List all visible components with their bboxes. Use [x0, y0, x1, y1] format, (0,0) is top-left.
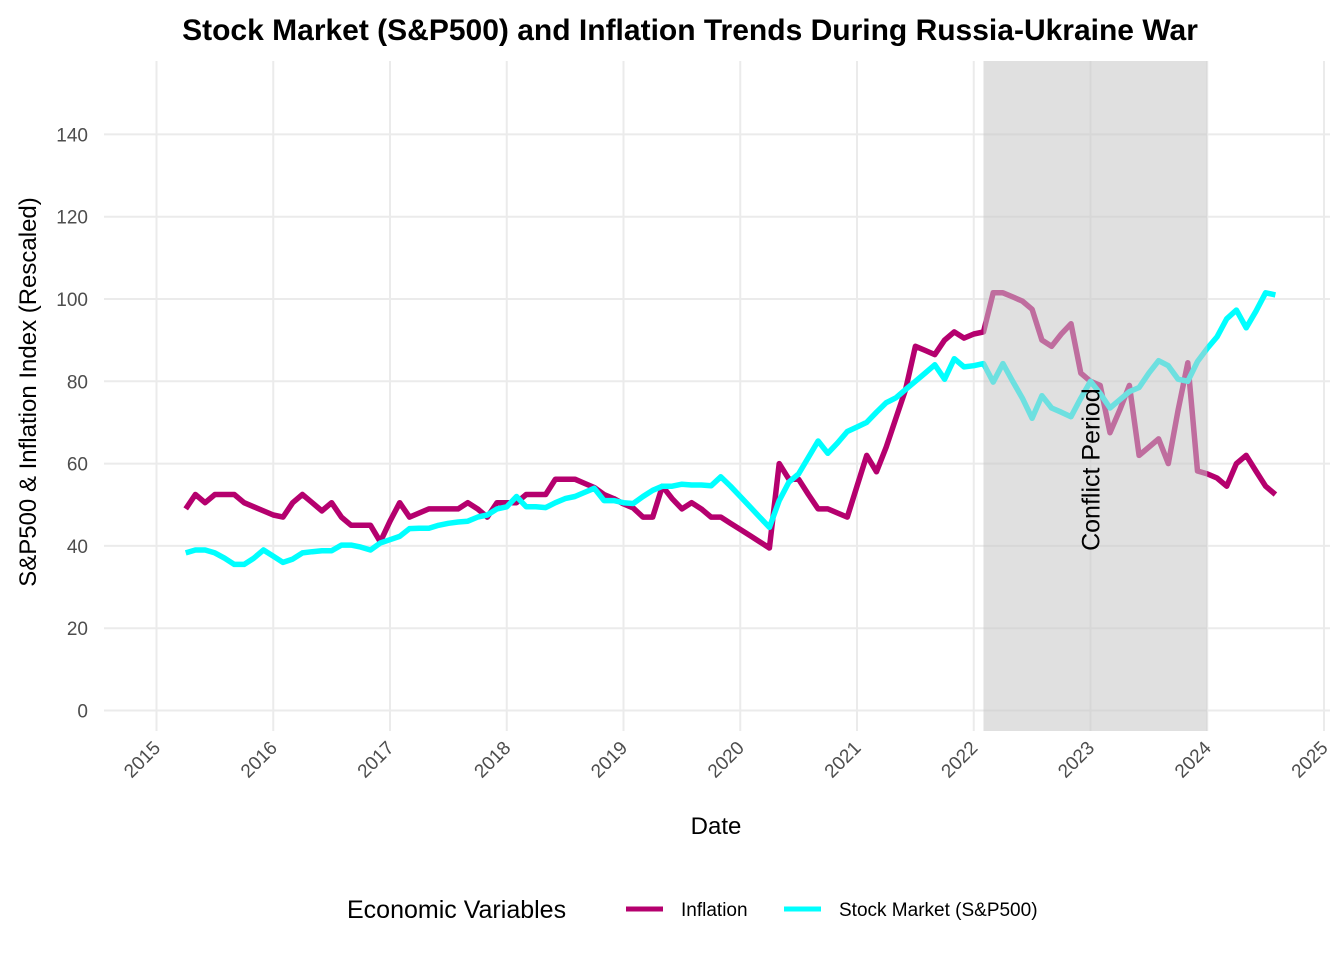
- x-tick-label: 2016: [237, 738, 282, 783]
- x-axis-ticks: 2015 2016 2017 2018 2019 2020 2021 2022 2023 2024…: [120, 737, 1332, 782]
- x-tick-label: 2017: [354, 738, 399, 783]
- x-tick-label: 2018: [471, 738, 516, 783]
- legend-title: Economic Variables: [347, 896, 566, 924]
- x-tick-label: 2023: [1054, 738, 1099, 783]
- y-tick-label: 60: [67, 455, 88, 476]
- y-tick-label: 0: [77, 702, 88, 723]
- y-axis-label: S&P500 & Inflation Index (Rescaled): [15, 197, 42, 587]
- y-tick-label: 100: [56, 290, 88, 311]
- conflict-period-shade: [983, 61, 1208, 731]
- x-tick-label: 2019: [587, 738, 632, 783]
- x-tick-label: 2021: [821, 738, 866, 783]
- x-tick-label: 2015: [120, 738, 165, 783]
- y-tick-label: 140: [56, 125, 88, 146]
- plot-area: Conflict Period: [104, 61, 1330, 731]
- x-tick-label: 2020: [704, 738, 749, 783]
- x-tick-label: 2025: [1288, 738, 1333, 783]
- x-tick-label: 2022: [938, 738, 983, 783]
- grid-x: [155, 61, 1325, 731]
- conflict-period-annotation: Conflict Period: [1078, 388, 1106, 551]
- x-tick-label: 2024: [1171, 737, 1216, 782]
- legend-label-inflation: Inflation: [681, 900, 748, 921]
- y-axis-ticks: 0 20 40 60 80 100 120 140: [56, 125, 88, 722]
- legend-label-stock-market: Stock Market (S&P500): [839, 900, 1038, 921]
- y-tick-label: 20: [67, 619, 88, 640]
- y-tick-label: 120: [56, 208, 88, 229]
- chart-title: Stock Market (S&P500) and Inflation Tren…: [182, 14, 1198, 47]
- y-tick-label: 40: [67, 537, 88, 558]
- y-tick-label: 80: [67, 372, 88, 393]
- x-axis-label: Date: [691, 813, 742, 840]
- legend: Economic Variables Inflation Stock Marke…: [347, 896, 1038, 924]
